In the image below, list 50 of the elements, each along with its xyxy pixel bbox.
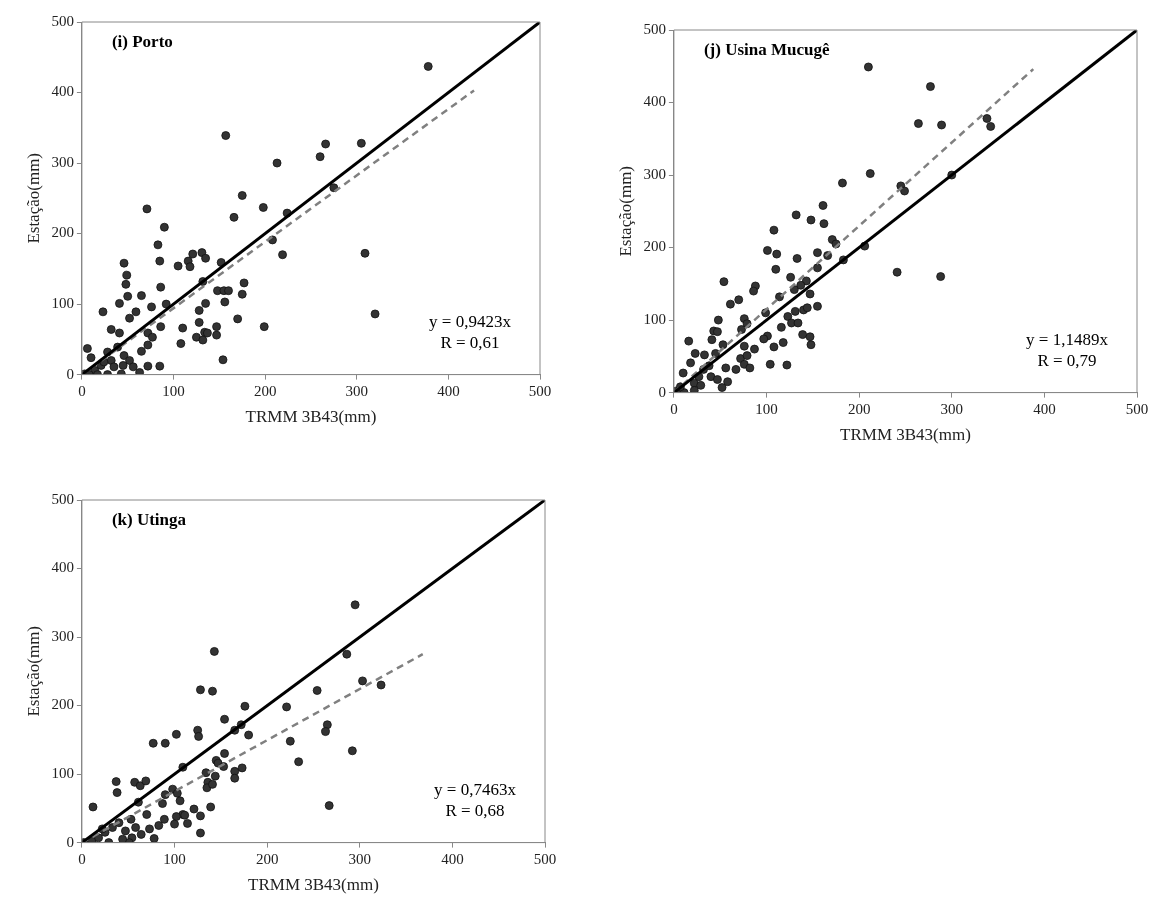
x-tick-label: 500 [1125, 400, 1149, 417]
x-tick-label: 200 [253, 382, 277, 399]
y-tick-label: 0 [66, 365, 74, 382]
x-tick-label: 100 [163, 850, 186, 867]
y-tick-label: 400 [51, 83, 74, 100]
x-tick-label: 500 [528, 382, 552, 399]
x-tick-label: 100 [162, 382, 185, 399]
annotation: y = 0,7463x [434, 779, 517, 799]
y-tick-label: 500 [643, 20, 666, 37]
y-tick-label: 400 [643, 93, 666, 110]
y-tick-label: 200 [51, 224, 74, 241]
x-tick-label: 200 [255, 850, 279, 867]
text: (j) Usina Mucugê [703, 39, 830, 59]
x-tick-label: 0 [670, 400, 678, 417]
x-tick-label: 300 [348, 850, 372, 867]
y-tick-label: 300 [51, 627, 74, 644]
annotation: R = 0,79 [1037, 350, 1097, 370]
x-tick-label: 0 [78, 382, 86, 399]
y-axis-title: Estação(mm) [23, 152, 43, 244]
y-tick-label: 100 [643, 311, 666, 328]
x-tick-label: 100 [755, 400, 778, 417]
y-tick-label: 200 [51, 696, 74, 713]
x-tick-label: 500 [533, 850, 557, 867]
x-tick-label: 0 [78, 850, 86, 867]
y-tick-label: 500 [51, 490, 74, 507]
annotation: y = 0,9423x [429, 311, 512, 331]
annotation: R = 0,68 [445, 800, 505, 820]
y-tick-label: 200 [643, 238, 666, 255]
y-axis-title: Estação(mm) [615, 165, 635, 257]
x-tick-label: 400 [437, 382, 460, 399]
y-tick-label: 500 [51, 12, 74, 29]
annotation: R = 0,61 [440, 332, 500, 352]
y-axis-title: Estação(mm) [23, 625, 43, 717]
annotation: y = 1,1489x [1026, 329, 1109, 349]
x-tick-label: 200 [847, 400, 871, 417]
x-tick-label: 400 [1033, 400, 1056, 417]
y-tick-label: 100 [51, 295, 74, 312]
text: (i) Porto [111, 31, 173, 51]
x-axis-title: TRMM 3B43(mm) [840, 425, 971, 445]
x-tick-label: 300 [940, 400, 964, 417]
y-tick-label: 400 [51, 559, 74, 576]
y-tick-label: 300 [51, 153, 74, 170]
y-tick-label: 0 [66, 833, 74, 850]
x-tick-label: 400 [441, 850, 464, 867]
y-tick-label: 100 [51, 765, 74, 782]
text: (k) Utinga [111, 509, 187, 529]
y-tick-label: 300 [643, 165, 666, 182]
x-axis-title: TRMM 3B43(mm) [245, 407, 377, 427]
x-tick-label: 300 [345, 382, 369, 399]
x-axis-title: TRMM 3B43(mm) [248, 875, 379, 895]
